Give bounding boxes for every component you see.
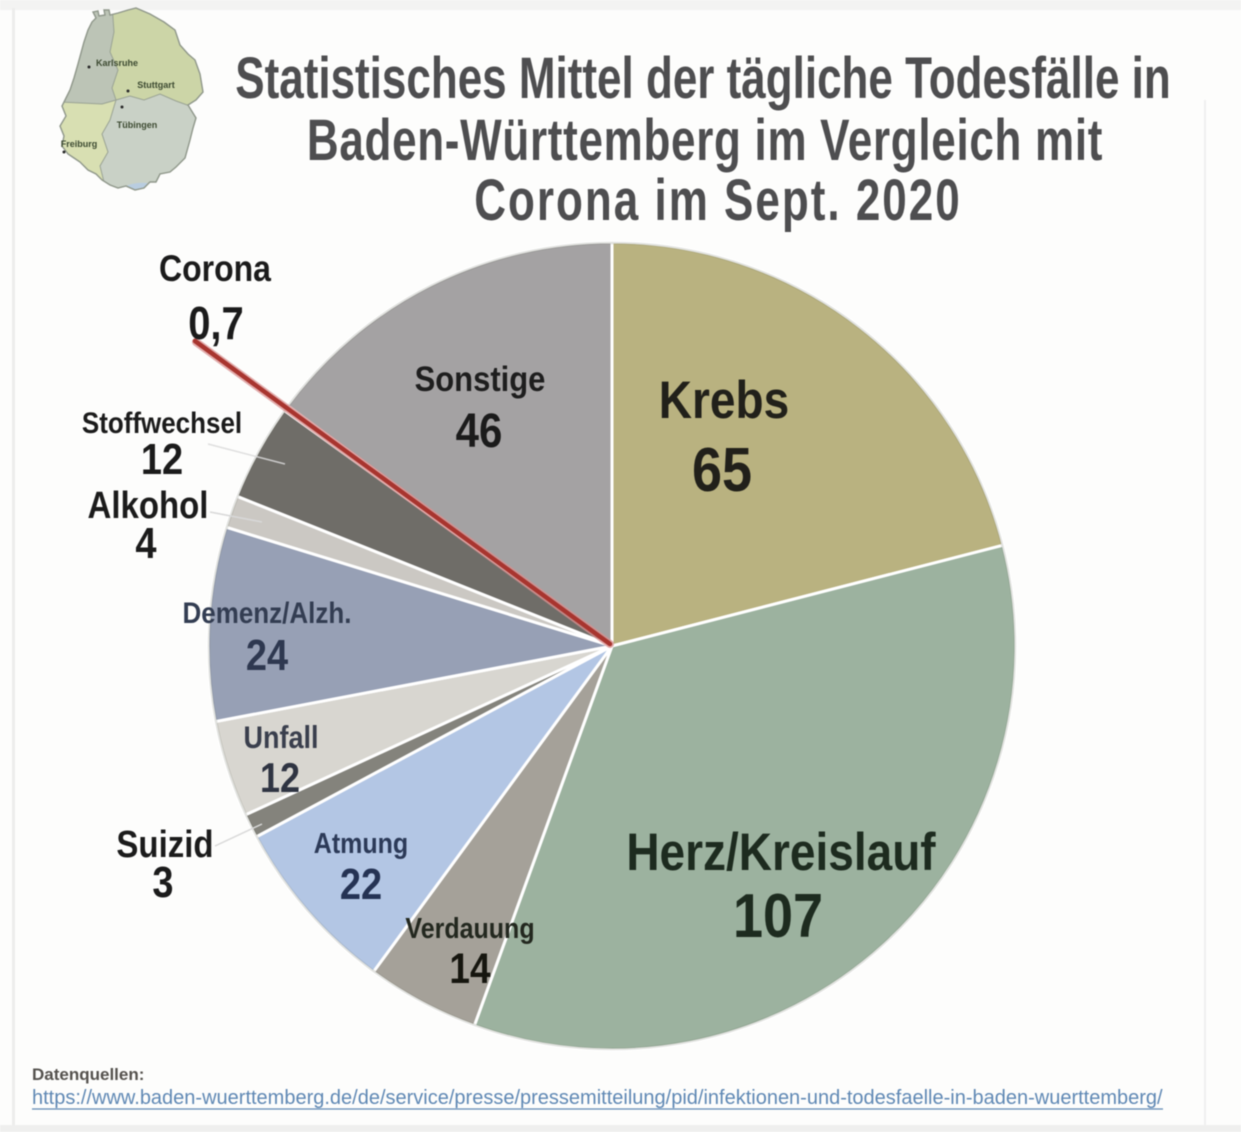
svg-text:Sonstige: Sonstige: [415, 360, 546, 399]
svg-text:Krebs: Krebs: [659, 370, 789, 430]
svg-text:Atmung: Atmung: [314, 827, 408, 859]
svg-text:22: 22: [340, 859, 382, 908]
svg-text:Unfall: Unfall: [244, 721, 319, 755]
svg-text:12: 12: [260, 756, 300, 802]
svg-text:Stoffwechsel: Stoffwechsel: [82, 406, 242, 439]
svg-text:3: 3: [152, 858, 173, 907]
svg-text:46: 46: [456, 403, 503, 457]
svg-text:Corona im Sept. 2020: Corona im Sept. 2020: [474, 167, 961, 232]
svg-text:Corona: Corona: [159, 249, 272, 290]
svg-text:Tübingen: Tübingen: [117, 120, 158, 130]
svg-text:0,7: 0,7: [188, 298, 244, 349]
svg-text:Suizid: Suizid: [116, 823, 213, 866]
svg-text:65: 65: [692, 436, 752, 505]
svg-text:Alkohol: Alkohol: [88, 484, 209, 527]
svg-text:14: 14: [449, 946, 490, 993]
svg-text:Stuttgart: Stuttgart: [137, 80, 175, 90]
svg-text:107: 107: [733, 882, 823, 951]
svg-text:Demenz/Alzh.: Demenz/Alzh.: [183, 596, 352, 629]
svg-text:Verdauung: Verdauung: [405, 912, 534, 944]
svg-text:4: 4: [135, 518, 156, 567]
svg-text:Datenquellen:: Datenquellen:: [32, 1065, 144, 1084]
svg-text:Freiburg: Freiburg: [61, 139, 98, 149]
svg-text:Statistisches Mittel der tägli: Statistisches Mittel der tägliche Todesf…: [235, 45, 1171, 110]
svg-text:24: 24: [246, 631, 288, 680]
svg-text:Karlsruhe: Karlsruhe: [96, 58, 138, 68]
svg-text:https://www.baden-wuerttemberg: https://www.baden-wuerttemberg.de/de/ser…: [32, 1087, 1163, 1109]
svg-text:Baden-Württemberg im Vergleich: Baden-Württemberg im Vergleich mit: [307, 107, 1103, 172]
svg-text:Herz/Kreislauf: Herz/Kreislauf: [626, 822, 936, 882]
svg-text:12: 12: [141, 435, 183, 484]
